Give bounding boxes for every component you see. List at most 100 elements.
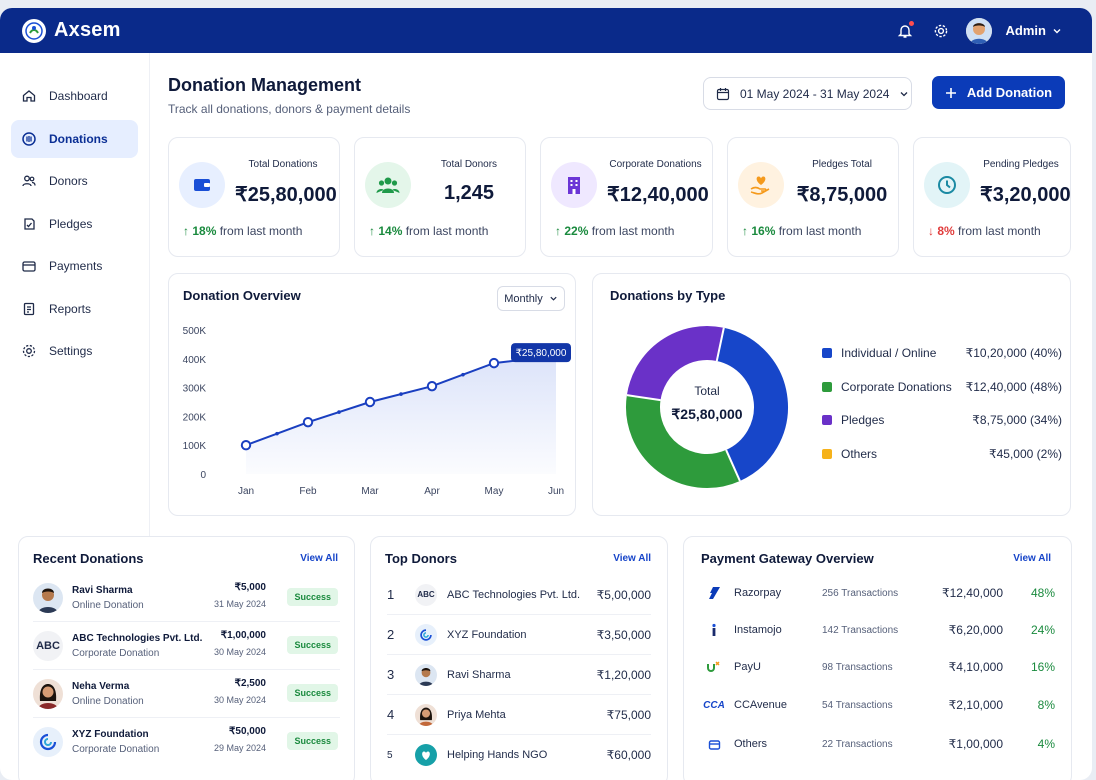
view-all-link[interactable]: View All: [300, 553, 338, 564]
stat-label: Total Donations: [248, 159, 318, 170]
stat-value: ₹8,75,000: [796, 184, 888, 206]
list-item[interactable]: Neha Verma Online Donation ₹2,500 30 May …: [33, 670, 340, 718]
bell-icon[interactable]: [894, 20, 916, 42]
donor-name: ABC Technologies Pvt. Ltd.: [447, 588, 581, 601]
donation-date: 31 May 2024: [213, 599, 266, 609]
table-row[interactable]: Others 22 Transactions ₹1,00,000 4%: [704, 725, 1055, 763]
gateway-transactions: 142 Transactions: [822, 624, 899, 636]
data-point: [426, 380, 438, 392]
gateway-percent: 8%: [1037, 698, 1055, 712]
table-row[interactable]: 1 ABC ABC Technologies Pvt. Ltd. ₹5,00,0…: [387, 575, 651, 615]
stat-value: ₹12,40,000: [607, 184, 709, 206]
card-title: Donation Overview: [183, 288, 301, 303]
gear-icon[interactable]: [930, 20, 952, 42]
donor-name: Ravi Sharma: [447, 668, 511, 681]
stat-change: ↓ 8% from last month: [928, 224, 1041, 238]
donation-date: 29 May 2024: [213, 743, 266, 753]
donation-amount: ₹1,00,000: [220, 630, 266, 641]
stat-card-corporate-donations: Corporate Donations ₹12,40,000 ↑ 22% fro…: [540, 137, 713, 257]
table-row[interactable]: 5 Helping Hands NGO ₹60,000: [387, 735, 651, 775]
legend-name: Individual / Online: [841, 346, 937, 360]
stat-card-total-donations: Total Donations ₹25,80,000 ↑ 18% from la…: [168, 137, 340, 257]
table-row[interactable]: CCA CCAvenue 54 Transactions ₹2,10,000 8…: [703, 686, 1055, 724]
sidebar-item-label: Donors: [49, 174, 88, 188]
view-all-link[interactable]: View All: [1013, 553, 1051, 564]
chevron-down-icon: [550, 296, 557, 301]
y-tick-label: 500K: [183, 326, 207, 337]
legend-name: Pledges: [841, 413, 885, 427]
gateway-percent: 16%: [1030, 660, 1055, 674]
sidebar-item-settings[interactable]: Settings: [11, 332, 138, 370]
hand-heart-icon: [738, 162, 784, 208]
rank: 4: [387, 707, 395, 722]
rank: 1: [387, 587, 395, 602]
sidebar-item-reports[interactable]: Reports: [11, 290, 138, 328]
gear-icon: [22, 344, 36, 358]
chart-tooltip: ₹25,80,000: [511, 343, 571, 363]
slice-separator: [725, 449, 741, 482]
table-row[interactable]: Razorpay 256 Transactions ₹12,40,000 48%: [704, 574, 1055, 612]
view-all-link[interactable]: View All: [613, 553, 651, 564]
table-row[interactable]: 4 Priya Mehta ₹75,000: [387, 695, 651, 735]
app-window: Axsem Admin Dashboard Donations: [0, 8, 1092, 780]
y-tick-label: 100K: [183, 441, 207, 452]
wallet-icon: [704, 738, 724, 751]
gateway-transactions: 22 Transactions: [822, 738, 893, 750]
users-icon: [365, 162, 411, 208]
gateway-name: Razorpay: [734, 587, 782, 599]
date-range-picker[interactable]: 01 May 2024 - 31 May 2024: [703, 77, 912, 110]
table-row[interactable]: Instamojo 142 Transactions ₹6,20,000 24%: [704, 611, 1055, 649]
donor-amount: ₹1,20,000: [596, 667, 651, 682]
stat-value: 1,245: [443, 182, 495, 204]
list-item[interactable]: Ravi Sharma Online Donation ₹5,000 31 May…: [33, 574, 340, 622]
avatar[interactable]: [965, 17, 992, 44]
donor-amount: ₹60,000: [606, 748, 651, 762]
stat-value: ₹25,80,000: [235, 184, 337, 206]
tooltip-value: ₹25,80,000: [516, 348, 567, 359]
series-midpoint: [275, 431, 279, 436]
period-select[interactable]: Monthly: [497, 286, 565, 311]
gateway-name: CCAvenue: [734, 699, 787, 711]
sidebar-item-payments[interactable]: Payments: [11, 247, 138, 285]
ngo-logo-icon: [415, 744, 437, 766]
avatar: [33, 678, 63, 709]
list-item[interactable]: ABC ABC Technologies Pvt. Ltd. Corporate …: [33, 622, 340, 670]
sidebar-item-donations[interactable]: Donations: [11, 119, 138, 158]
x-tick-label: Apr: [424, 486, 440, 497]
sidebar-item-donors[interactable]: Donors: [11, 162, 138, 200]
legend-item: Corporate Donations ₹12,40,000 (48%): [822, 380, 1062, 394]
x-tick-label: Jun: [548, 486, 564, 497]
legend-value: ₹45,000 (2%): [988, 447, 1062, 461]
gateway-name: Instamojo: [734, 624, 782, 636]
data-point: [240, 440, 252, 451]
y-tick-label: 200K: [183, 412, 207, 423]
users-icon: [22, 175, 36, 187]
area-fill: [246, 355, 556, 474]
sidebar-item-dashboard[interactable]: Dashboard: [11, 77, 138, 115]
list-item[interactable]: XYZ Foundation Corporate Donation ₹50,000…: [33, 718, 340, 766]
x-tick-label: Jan: [238, 486, 254, 497]
table-row[interactable]: PayU 98 Transactions ₹4,10,000 16%: [704, 648, 1055, 686]
legend-item: Individual / Online ₹10,20,000 (40%): [822, 346, 1062, 360]
sidebar-item-label: Dashboard: [49, 89, 108, 103]
calendar-icon: [716, 87, 730, 100]
donation-amount: ₹5,000: [234, 582, 266, 593]
stat-value: ₹3,20,000: [980, 184, 1071, 206]
building-icon: [551, 162, 597, 208]
table-row[interactable]: 3 Ravi Sharma ₹1,20,000: [387, 655, 651, 695]
sidebar: Dashboard Donations Donors Pledges Payme…: [0, 53, 150, 780]
gateway-percent: 4%: [1037, 737, 1055, 751]
table-row[interactable]: 2 XYZ Foundation ₹3,50,000: [387, 615, 651, 655]
add-donation-button[interactable]: Add Donation: [932, 76, 1065, 109]
gateway-amount: ₹12,40,000: [941, 586, 1003, 600]
sidebar-item-pledges[interactable]: Pledges: [11, 205, 138, 243]
gateway-name: PayU: [734, 661, 761, 673]
donor-name: Ravi Sharma: [72, 584, 133, 596]
xyz-logo-icon: [415, 623, 437, 646]
donor-name: Helping Hands NGO: [447, 749, 548, 761]
gateway-name: Others: [734, 738, 768, 750]
razorpay-icon: [704, 586, 724, 600]
x-tick-label: May: [485, 486, 504, 497]
user-menu[interactable]: Admin: [1006, 23, 1062, 38]
pledge-icon: [24, 217, 35, 230]
